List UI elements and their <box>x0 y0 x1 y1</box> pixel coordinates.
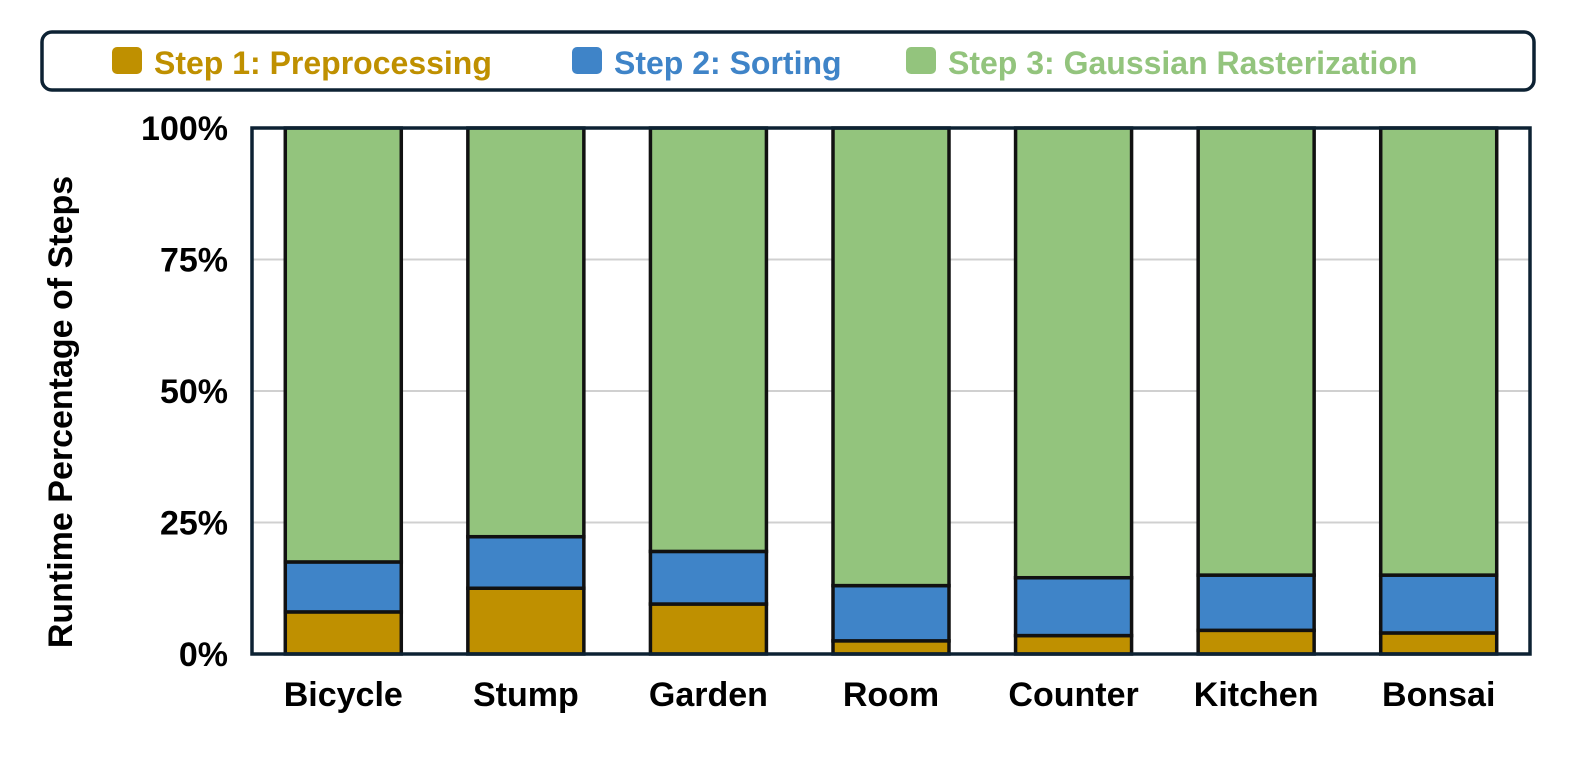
bar-kitchen-step-2 <box>1196 573 1316 633</box>
y-tick-label-75: 75% <box>160 242 228 280</box>
bar-kitchen-step-3 <box>1196 126 1316 577</box>
bar-counter-step-2 <box>1013 575 1134 638</box>
bar-garden-step-1 <box>648 602 769 656</box>
y-axis-ticks: 0% 25% 50% 75% 100% <box>141 110 228 674</box>
x-tick-label-bicycle: Bicycle <box>284 676 403 714</box>
plot-frame <box>250 126 1532 656</box>
x-tick-label-stump: Stump <box>473 676 579 714</box>
bar-stump-step-1 <box>466 586 586 656</box>
y-tick-label-50: 50% <box>160 373 228 411</box>
bar-garden-step-2 <box>648 549 769 606</box>
bar-group-kitchen <box>1196 126 1316 656</box>
bar-garden-step-3 <box>648 126 769 554</box>
y-tick-label-0: 0% <box>179 636 228 674</box>
bar-group-garden <box>648 126 769 656</box>
y-axis-label: Runtime Percentage of Steps <box>42 176 80 648</box>
x-tick-label-kitchen: Kitchen <box>1194 676 1319 714</box>
bar-stump-step-3 <box>466 126 586 539</box>
x-tick-label-bonsai: Bonsai <box>1382 676 1495 714</box>
bar-room-step-2 <box>831 583 951 643</box>
legend-swatch-step-2 <box>572 47 602 74</box>
bar-room-step-3 <box>831 126 951 588</box>
legend-label-step-3: Step 3: Gaussian Rasterization <box>948 45 1417 81</box>
legend-label-step-2: Step 2: Sorting <box>614 45 842 81</box>
legend-swatch-step-3 <box>906 47 936 74</box>
bar-bicycle-step-1 <box>283 610 404 656</box>
y-tick-label-25: 25% <box>160 505 228 543</box>
bar-stump-step-2 <box>466 534 586 591</box>
bar-bicycle-step-2 <box>283 560 404 614</box>
x-tick-label-room: Room <box>843 676 939 714</box>
x-axis-ticks: Bicycle Stump Garden Room Counter Kitchen Bons… <box>284 676 1496 714</box>
x-tick-label-garden: Garden <box>649 676 768 714</box>
legend-box <box>40 30 1536 92</box>
bar-room-step-1 <box>831 639 951 656</box>
bar-group-bicycle <box>283 126 404 656</box>
legend: Step 1: Preprocessing Step 2: Sorting Step… <box>112 45 1417 81</box>
legend-label-step-1: Step 1: Preprocessing <box>154 45 492 81</box>
bar-group-room <box>831 126 951 656</box>
bar-bicycle-step-3 <box>283 126 404 564</box>
bar-bonsai-step-1 <box>1378 631 1499 656</box>
bar-bonsai-step-2 <box>1378 573 1499 635</box>
bar-group-counter <box>1013 126 1134 656</box>
bar-group-stump <box>466 126 586 656</box>
bar-bonsai-step-3 <box>1378 126 1499 577</box>
bar-kitchen-step-1 <box>1196 628 1316 656</box>
legend-swatch-step-1 <box>112 47 142 74</box>
y-tick-label-100: 100% <box>141 110 228 148</box>
bar-group-bonsai <box>1378 126 1499 656</box>
x-tick-label-counter: Counter <box>1008 676 1138 714</box>
bar-counter-step-3 <box>1013 126 1134 580</box>
bar-counter-step-1 <box>1013 633 1134 656</box>
bars <box>283 126 1499 656</box>
